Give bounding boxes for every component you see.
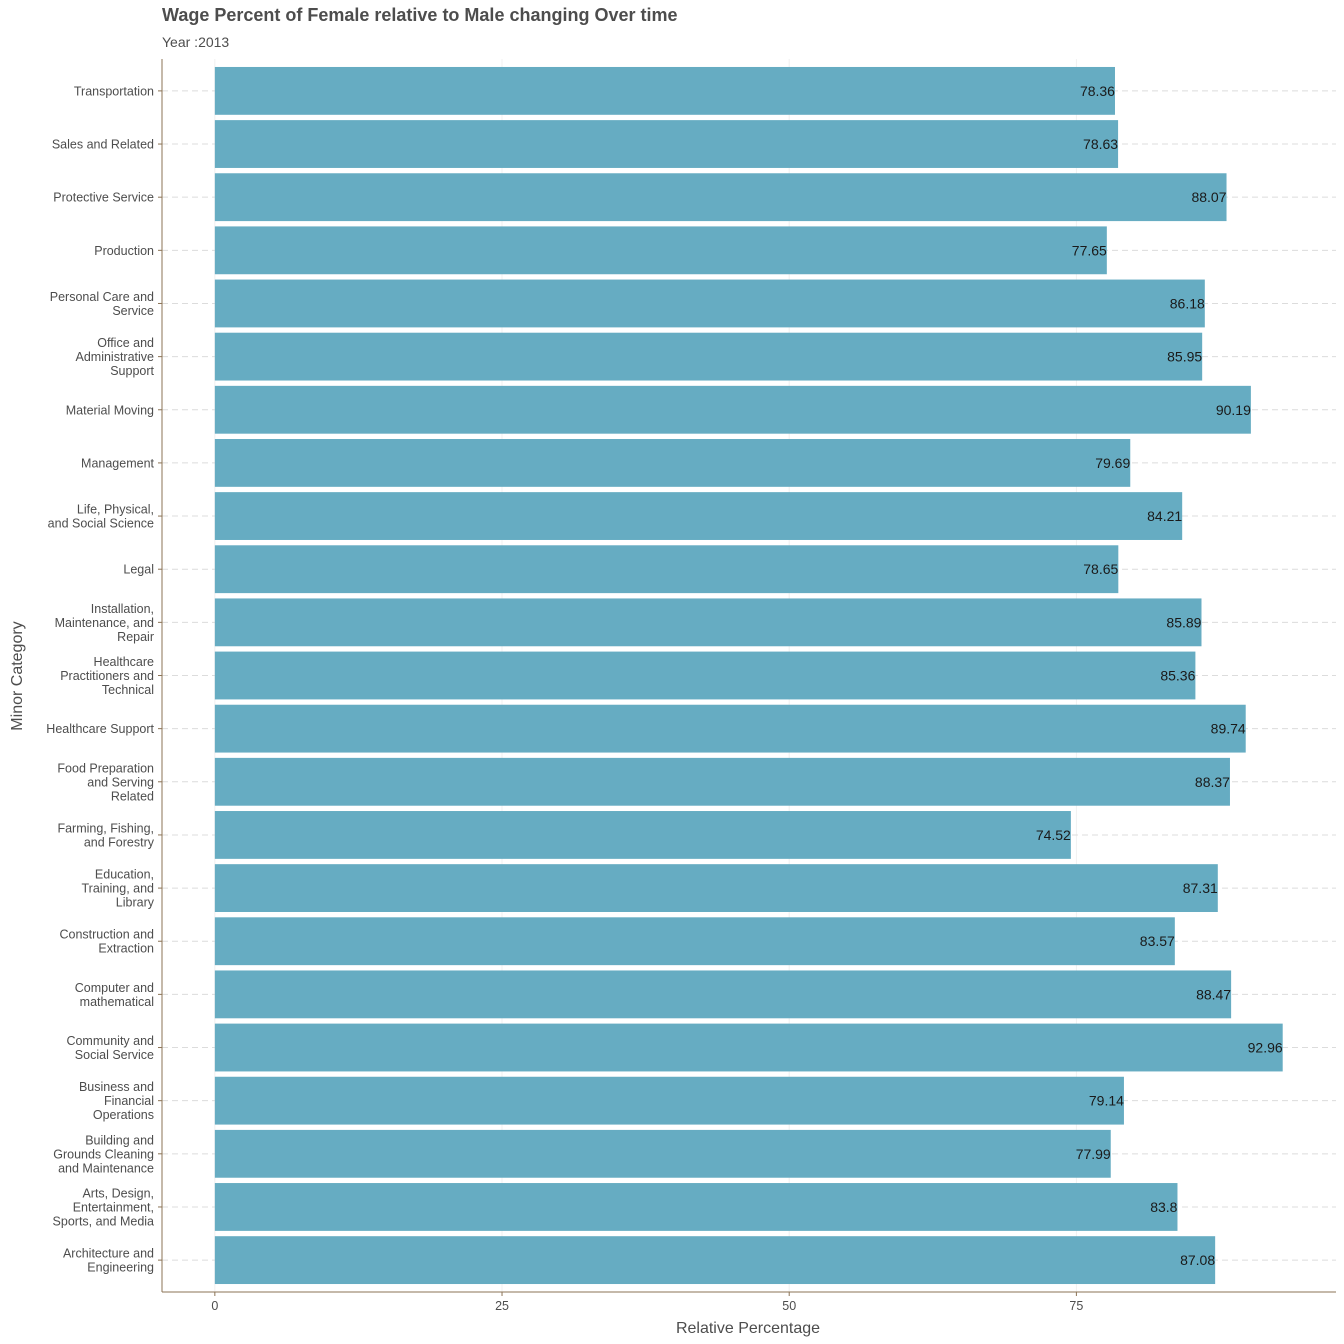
bar [214, 970, 1232, 1019]
bar-value-label: 83.57 [1140, 933, 1175, 949]
bar-value-label: 78.63 [1083, 136, 1118, 152]
bar [214, 1076, 1124, 1125]
bar-value-label: 88.37 [1195, 774, 1230, 790]
bar-value-label: 78.36 [1080, 83, 1115, 99]
y-axis-title: Minor Category [9, 621, 26, 730]
y-tick-label: Personal Care and Service [50, 290, 154, 318]
bar [214, 1129, 1111, 1178]
bar-value-label: 84.21 [1147, 508, 1182, 524]
y-tick-label: Protective Service [53, 191, 154, 205]
bar [214, 704, 1246, 753]
y-tick-label: Arts, Design, Entertainment, Sports, and M… [53, 1186, 154, 1228]
chart-subtitle: Year :2013 [162, 34, 230, 50]
bar [214, 1236, 1216, 1285]
bar-value-label: 92.96 [1248, 1040, 1283, 1056]
bar-value-label: 77.99 [1076, 1146, 1111, 1162]
bar [214, 757, 1230, 806]
bar [214, 545, 1119, 594]
y-tick-label: Education, Training, and Library [82, 868, 155, 910]
y-tick-label: Transportation [74, 84, 154, 98]
x-axis-title: Relative Percentage [676, 1320, 820, 1337]
y-tick-label: Construction and Extraction [59, 928, 154, 956]
bar-value-label: 83.8 [1150, 1199, 1177, 1215]
bar-value-label: 79.69 [1095, 455, 1130, 471]
y-tick-label: Management [81, 456, 154, 470]
bar-value-label: 87.08 [1180, 1252, 1215, 1268]
bar [214, 332, 1203, 381]
bar [214, 598, 1202, 647]
y-tick-label: Material Moving [66, 403, 154, 417]
x-tick-label: 75 [1069, 1299, 1083, 1313]
bar-value-label: 90.19 [1216, 402, 1251, 418]
x-tick-label: 0 [211, 1299, 218, 1313]
bar [214, 917, 1175, 966]
bar-value-label: 88.47 [1196, 986, 1231, 1002]
x-tick-label: 50 [782, 1299, 796, 1313]
bar [214, 1023, 1283, 1072]
y-tick-label: Sales and Related [52, 138, 154, 152]
y-tick-label: Life, Physical, and Social Science [48, 503, 154, 531]
y-tick-label: Healthcare Support [46, 722, 154, 736]
bar [214, 173, 1227, 222]
x-tick-label: 25 [495, 1299, 509, 1313]
y-tick-label: Office and Administrative Support [76, 336, 155, 378]
bar-value-label: 79.14 [1089, 1093, 1124, 1109]
chart-title: Wage Percent of Female relative to Male … [162, 5, 678, 25]
bar-value-label: 78.65 [1083, 561, 1118, 577]
axes-layer [158, 59, 1336, 1296]
bar [214, 864, 1218, 913]
bar [214, 651, 1196, 700]
y-tick-label: Computer and mathematical [75, 981, 154, 1009]
bar [214, 385, 1251, 434]
bar-value-label: 85.89 [1166, 614, 1201, 630]
bar [214, 120, 1119, 168]
y-tick-label: Food Preparation and Serving Related [57, 761, 154, 803]
bar [214, 811, 1071, 859]
y-tick-label: Healthcare Practitioners and Technical [60, 655, 154, 697]
bar-value-label: 77.65 [1072, 242, 1107, 258]
bar-value-label: 86.18 [1170, 295, 1205, 311]
bar-value-label: 85.95 [1167, 349, 1202, 365]
bar-value-label: 89.74 [1211, 721, 1246, 737]
bar-value-label: 87.31 [1183, 880, 1218, 896]
bar [214, 279, 1205, 328]
bar-value-label: 85.36 [1160, 668, 1195, 684]
bars-layer [214, 66, 1283, 1285]
bar [214, 438, 1131, 487]
y-tick-label: Installation, Maintenance, and Repair [55, 602, 154, 644]
bar-value-label: 88.07 [1191, 189, 1226, 205]
bar [214, 492, 1183, 540]
bar [214, 226, 1107, 275]
bar [214, 1183, 1178, 1231]
bar-value-label: 74.52 [1036, 827, 1071, 843]
y-tick-label: Building and Grounds Cleaning and Maintena… [53, 1133, 154, 1175]
y-tick-label: Production [94, 244, 154, 258]
y-tick-label: Community and Social Service [66, 1034, 154, 1062]
y-tick-label: Legal [123, 563, 154, 577]
y-tick-label: Business and Financial Operations [79, 1080, 154, 1122]
labels-layer: 78.36 Transportation 78.63 Sales and Relate… [46, 83, 1283, 1313]
y-tick-label: Farming, Fishing, and Forestry [57, 821, 154, 849]
bar [214, 66, 1115, 115]
y-tick-label: Architecture and Engineering [63, 1247, 154, 1275]
